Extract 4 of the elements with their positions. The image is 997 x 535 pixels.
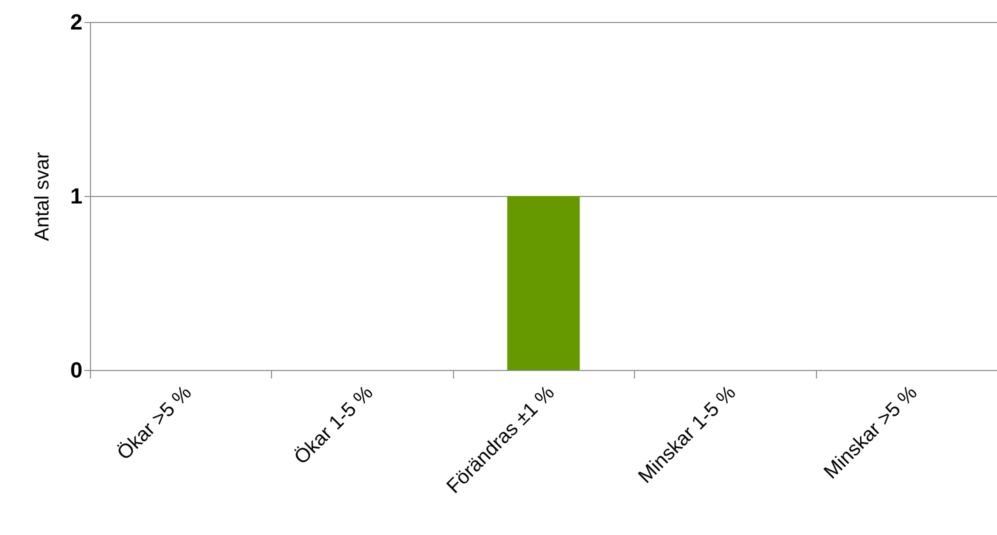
y-tick-label: 2 xyxy=(70,10,82,34)
y-tick-label: 1 xyxy=(70,184,82,208)
y-axis-title: Antal svar xyxy=(31,152,54,241)
y-tick-label: 0 xyxy=(70,358,82,382)
